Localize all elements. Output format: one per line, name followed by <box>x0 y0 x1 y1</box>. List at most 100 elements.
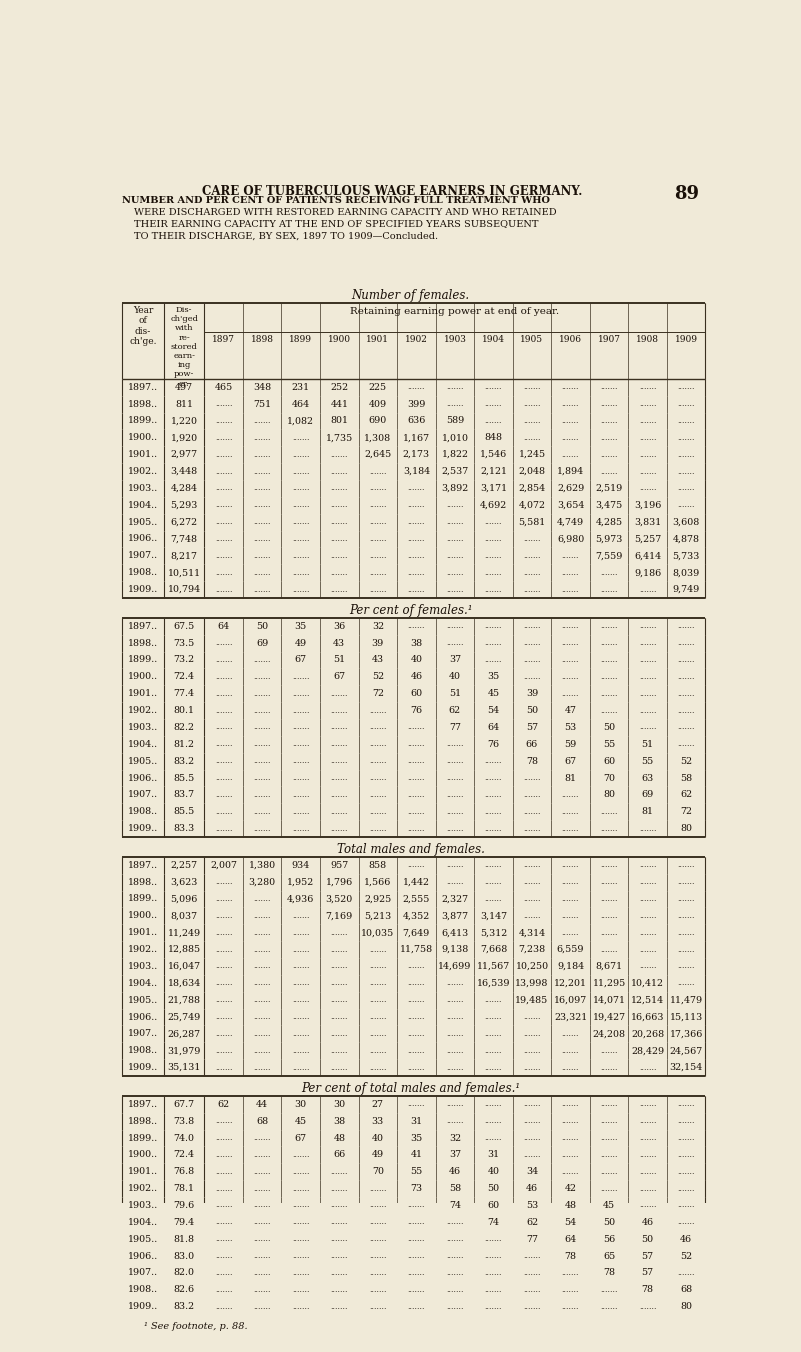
Text: .......: ....... <box>408 1252 425 1260</box>
Text: .......: ....... <box>523 1064 541 1072</box>
Text: .......: ....... <box>678 911 694 919</box>
Text: 66: 66 <box>525 740 538 749</box>
Text: .......: ....... <box>639 383 656 391</box>
Text: .......: ....... <box>639 877 656 886</box>
Text: .......: ....... <box>253 518 271 526</box>
Text: .......: ....... <box>523 416 541 425</box>
Text: .......: ....... <box>369 791 387 799</box>
Text: .......: ....... <box>253 1202 271 1210</box>
Text: 4,285: 4,285 <box>595 518 622 527</box>
Text: 60: 60 <box>487 1201 500 1210</box>
Text: .......: ....... <box>562 690 579 698</box>
Text: .......: ....... <box>446 1117 464 1125</box>
Text: 58: 58 <box>449 1184 461 1192</box>
Text: .......: ....... <box>292 518 309 526</box>
Text: .......: ....... <box>678 1270 694 1276</box>
Text: .......: ....... <box>215 807 232 815</box>
Text: 16,047: 16,047 <box>167 961 201 971</box>
Text: 4,878: 4,878 <box>673 534 699 544</box>
Text: .......: ....... <box>253 1030 271 1038</box>
Text: .......: ....... <box>678 690 694 698</box>
Text: 1,546: 1,546 <box>480 450 507 460</box>
Text: 1905..: 1905.. <box>128 757 158 765</box>
Text: 73.5: 73.5 <box>174 638 195 648</box>
Text: 11,758: 11,758 <box>400 945 433 955</box>
Text: TO THEIR DISCHARGE, BY SEX, 1897 TO 1909—Concluded.: TO THEIR DISCHARGE, BY SEX, 1897 TO 1909… <box>135 231 438 241</box>
Text: 10,412: 10,412 <box>631 979 664 988</box>
Text: .......: ....... <box>253 585 271 594</box>
Text: .......: ....... <box>485 1286 502 1294</box>
Text: 1,245: 1,245 <box>518 450 545 460</box>
Text: .......: ....... <box>523 1046 541 1055</box>
Text: 1906..: 1906.. <box>128 1252 158 1260</box>
Text: .......: ....... <box>215 416 232 425</box>
Text: 19,427: 19,427 <box>593 1013 626 1022</box>
Text: .......: ....... <box>369 1202 387 1210</box>
Text: .......: ....... <box>253 1236 271 1244</box>
Text: 74: 74 <box>488 1218 500 1226</box>
Text: 66: 66 <box>333 1151 345 1160</box>
Text: .......: ....... <box>292 911 309 919</box>
Text: .......: ....... <box>485 1134 502 1142</box>
Text: 73.8: 73.8 <box>174 1117 195 1126</box>
Text: .......: ....... <box>562 569 579 577</box>
Text: .......: ....... <box>215 1064 232 1072</box>
Text: .......: ....... <box>562 622 579 630</box>
Text: .......: ....... <box>562 450 579 458</box>
Text: .......: ....... <box>369 741 387 748</box>
Text: .......: ....... <box>523 585 541 594</box>
Text: 50: 50 <box>642 1234 654 1244</box>
Text: 21,788: 21,788 <box>167 995 201 1005</box>
Text: 78: 78 <box>526 757 538 765</box>
Text: .......: ....... <box>639 825 656 833</box>
Text: .......: ....... <box>215 723 232 731</box>
Text: .......: ....... <box>446 877 464 886</box>
Text: 3,280: 3,280 <box>248 877 276 887</box>
Text: .......: ....... <box>446 639 464 648</box>
Text: .......: ....... <box>215 1252 232 1260</box>
Text: .......: ....... <box>253 1151 271 1159</box>
Text: 4,072: 4,072 <box>518 500 545 510</box>
Text: .......: ....... <box>408 996 425 1005</box>
Text: .......: ....... <box>639 707 656 715</box>
Text: .......: ....... <box>562 639 579 648</box>
Text: .......: ....... <box>678 963 694 971</box>
Text: 1,167: 1,167 <box>403 433 430 442</box>
Text: .......: ....... <box>292 825 309 833</box>
Text: .......: ....... <box>253 502 271 510</box>
Text: .......: ....... <box>331 723 348 731</box>
Text: 1,442: 1,442 <box>403 877 430 887</box>
Text: .......: ....... <box>408 552 425 560</box>
Text: .......: ....... <box>215 1202 232 1210</box>
Text: .......: ....... <box>292 434 309 442</box>
Text: 6,414: 6,414 <box>634 552 661 560</box>
Text: .......: ....... <box>408 1013 425 1021</box>
Text: .......: ....... <box>485 1303 502 1310</box>
Text: .......: ....... <box>485 825 502 833</box>
Text: 53: 53 <box>525 1201 538 1210</box>
Text: 3,171: 3,171 <box>480 484 507 493</box>
Text: .......: ....... <box>331 1252 348 1260</box>
Text: .......: ....... <box>408 569 425 577</box>
Text: .......: ....... <box>485 552 502 560</box>
Text: 11,479: 11,479 <box>670 995 702 1005</box>
Text: 1,566: 1,566 <box>364 877 392 887</box>
Text: .......: ....... <box>331 585 348 594</box>
Text: .......: ....... <box>215 450 232 458</box>
Text: 811: 811 <box>175 400 193 408</box>
Text: .......: ....... <box>600 929 618 937</box>
Text: ¹ See footnote, p. 88.: ¹ See footnote, p. 88. <box>143 1322 248 1332</box>
Text: .......: ....... <box>639 895 656 903</box>
Text: .......: ....... <box>600 1134 618 1142</box>
Text: .......: ....... <box>523 383 541 391</box>
Text: .......: ....... <box>485 400 502 408</box>
Text: .......: ....... <box>678 945 694 953</box>
Text: .......: ....... <box>331 741 348 748</box>
Text: .......: ....... <box>253 996 271 1005</box>
Text: .......: ....... <box>523 861 541 869</box>
Text: .......: ....... <box>678 450 694 458</box>
Text: 1900..: 1900.. <box>128 672 158 681</box>
Text: .......: ....... <box>369 1013 387 1021</box>
Text: .......: ....... <box>678 1184 694 1192</box>
Text: .......: ....... <box>215 434 232 442</box>
